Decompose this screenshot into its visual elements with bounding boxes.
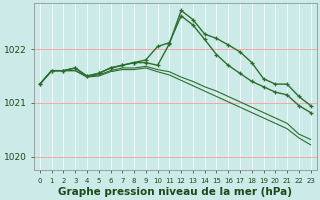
X-axis label: Graphe pression niveau de la mer (hPa): Graphe pression niveau de la mer (hPa) xyxy=(58,187,292,197)
